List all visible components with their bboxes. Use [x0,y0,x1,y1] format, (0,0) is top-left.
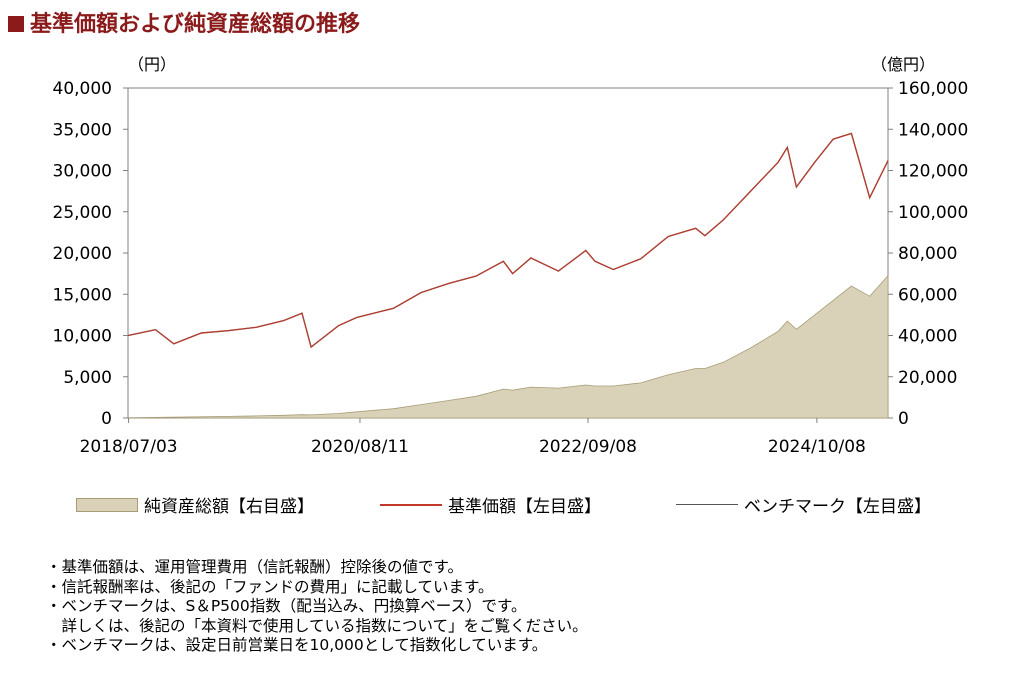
note-line: ・ベンチマークは、S＆P500指数（配当込み、円換算ベース）です。 [46,597,527,615]
right-tick-label: 160,000 [898,79,968,99]
left-tick-label: 10,000 [53,327,112,347]
right-tick-label: 0 [898,409,909,429]
right-axis-unit: （億円） [871,55,935,74]
right-tick-label: 140,000 [898,120,968,140]
x-tick-label: 2020/08/11 [311,437,409,457]
note-line: ・ベンチマークは、設定日前営業日を10,000として指数化しています。 [46,636,548,654]
legend-swatch-nav [380,503,442,506]
legend-item-nav: 基準価額【左目盛】 [380,492,601,517]
left-tick-label: 15,000 [53,285,112,305]
left-tick-label: 30,000 [53,162,112,182]
legend-label-benchmark: ベンチマーク【左目盛】 [744,497,931,517]
legend-swatch-benchmark [676,504,738,505]
note-line: ・信託報酬率は、後記の「ファンドの費用」に記載しています。 [46,577,494,596]
legend-swatch-area [76,497,138,512]
notes: ・基準価額は、運用管理費用（信託報酬）控除後の値です。 ・信託報酬率は、後記の「… [46,558,588,656]
x-tick-label: 2024/10/08 [768,437,866,457]
chart-title-text: 基準価額および純資産総額の推移 [30,12,361,37]
left-tick-label: 25,000 [53,203,112,223]
left-tick-label: 0 [101,409,112,429]
left-tick-label: 5,000 [63,368,112,388]
series-area-net-assets [127,274,889,419]
legend: 純資産総額【右目盛】 基準価額【左目盛】 ベンチマーク【左目盛】 [0,492,1024,520]
x-tick-label: 2022/09/08 [539,437,637,457]
x-tick-label: 2018/07/03 [80,437,178,457]
left-tick-label: 40,000 [53,79,112,99]
right-tick-label: 100,000 [898,203,968,223]
legend-label-net-assets: 純資産総額【右目盛】 [144,497,314,517]
legend-item-benchmark: ベンチマーク【左目盛】 [676,492,931,517]
right-tick-label: 120,000 [898,162,968,182]
title-square-icon [8,16,24,32]
right-tick-label: 80,000 [898,244,957,264]
right-tick-label: 40,000 [898,327,957,347]
left-tick-label: 35,000 [53,120,112,140]
chart-title: 基準価額および純資産総額の推移 [8,6,360,38]
right-tick-label: 20,000 [898,368,957,388]
left-tick-label: 20,000 [53,244,112,264]
right-tick-label: 60,000 [898,285,957,305]
legend-label-nav: 基準価額【左目盛】 [448,497,601,517]
series-line-nav [127,132,889,349]
chart-svg: 40,000 35,000 30,000 25,000 20,000 15,000 10,0… [53,55,969,457]
note-line: 詳しくは、後記の「本資料で使用している指数について」をご覧ください。 [46,616,588,635]
legend-item-net-assets: 純資産総額【右目盛】 [76,492,314,517]
note-line: ・基準価額は、運用管理費用（信託報酬）控除後の値です。 [46,558,463,576]
left-axis-unit: （円） [128,55,176,74]
